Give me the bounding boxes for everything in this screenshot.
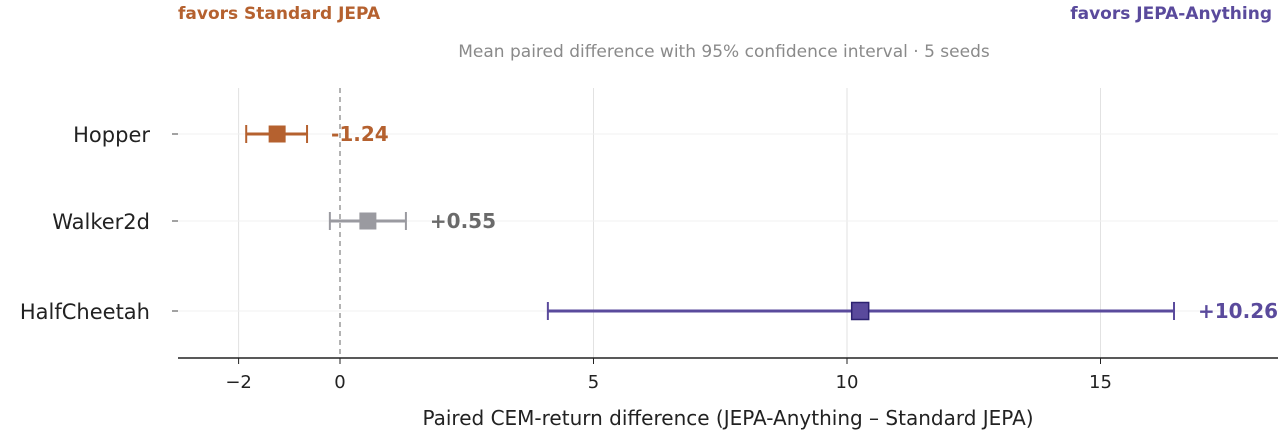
chart-subtitle: Mean paired difference with 95% confiden… [458, 42, 990, 62]
favors-standard-label: favors Standard JEPA [178, 4, 381, 24]
category-label: HalfCheetah [20, 300, 150, 324]
x-tick-label: 15 [1089, 372, 1112, 393]
value-label: +10.26 [1198, 299, 1278, 323]
category-label: Hopper [73, 123, 150, 147]
category-label: Walker2d [52, 210, 150, 234]
x-tick-label: 5 [588, 372, 599, 393]
mean-marker [268, 125, 286, 143]
favors-jepa-anything-label: favors JEPA-Anything [1070, 4, 1272, 24]
x-tick-label: 0 [334, 372, 345, 393]
x-tick-label: 10 [836, 372, 859, 393]
value-label: -1.24 [331, 122, 389, 146]
mean-marker [359, 212, 377, 230]
x-axis-label: Paired CEM-return difference (JEPA-Anyth… [422, 406, 1034, 430]
value-label: +0.55 [430, 209, 496, 233]
mean-marker [850, 301, 870, 321]
x-tick-label: −2 [225, 372, 252, 393]
